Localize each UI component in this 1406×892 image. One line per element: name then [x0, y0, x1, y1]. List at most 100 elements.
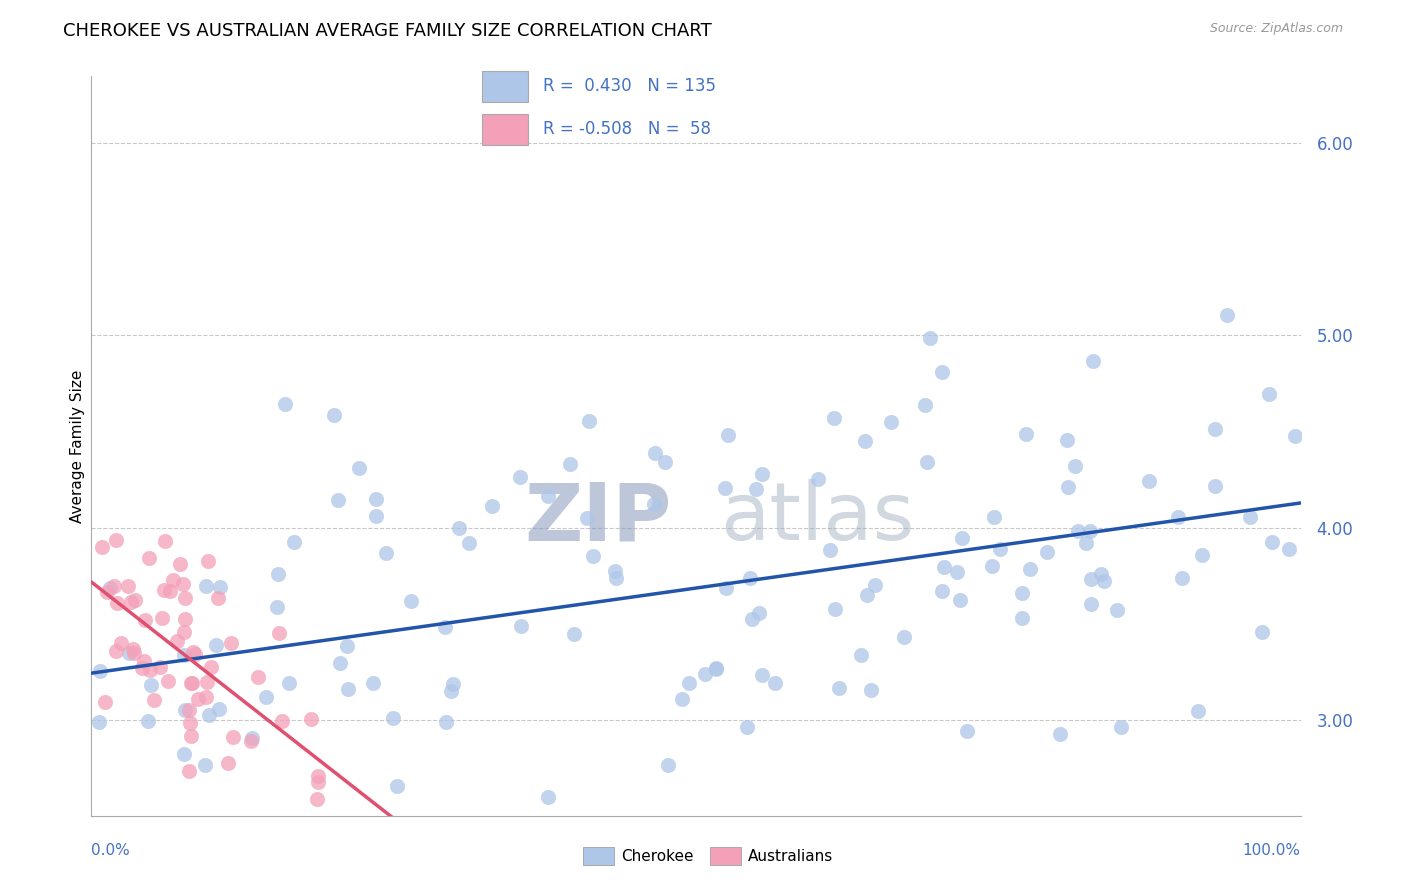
Point	[735, 720, 758, 734]
Point	[307, 774, 329, 789]
Bar	[482, 114, 529, 145]
Point	[375, 546, 398, 560]
Point	[326, 493, 349, 508]
Point	[120, 595, 142, 609]
Point	[105, 533, 128, 548]
Point	[270, 714, 292, 729]
Point	[1036, 545, 1059, 559]
Point	[361, 676, 384, 690]
Point	[714, 581, 737, 595]
Point	[605, 571, 627, 585]
Point	[855, 434, 877, 448]
Point	[157, 673, 180, 688]
Point	[239, 733, 262, 747]
Point	[946, 565, 969, 579]
Point	[1216, 309, 1239, 323]
Point	[823, 411, 845, 425]
Point	[827, 681, 849, 695]
Point	[1011, 611, 1033, 625]
Point	[648, 855, 671, 870]
Point	[122, 647, 145, 661]
Point	[173, 747, 195, 761]
Point	[194, 757, 217, 772]
Point	[381, 710, 404, 724]
Point	[1204, 479, 1226, 493]
Point	[117, 579, 139, 593]
Point	[1261, 534, 1284, 549]
Point	[153, 534, 176, 549]
Point	[564, 627, 586, 641]
Point	[187, 692, 209, 706]
Point	[110, 636, 132, 650]
Point	[582, 549, 605, 563]
Point	[389, 831, 412, 846]
Point	[956, 724, 979, 739]
Point	[349, 460, 371, 475]
Point	[949, 593, 972, 607]
Point	[693, 667, 716, 681]
Point	[748, 606, 770, 620]
Point	[1187, 704, 1209, 718]
Text: atlas: atlas	[720, 479, 914, 558]
Point	[1014, 427, 1036, 442]
Point	[142, 692, 165, 706]
Point	[336, 681, 359, 696]
Point	[434, 714, 457, 729]
Point	[269, 626, 291, 640]
Point	[89, 664, 111, 678]
Point	[671, 692, 693, 706]
Point	[1080, 572, 1102, 586]
Text: ZIP: ZIP	[524, 479, 672, 558]
Text: R =  0.430   N = 135: R = 0.430 N = 135	[543, 78, 716, 95]
Point	[934, 560, 956, 574]
Point	[880, 416, 903, 430]
Point	[274, 396, 297, 410]
Point	[849, 648, 872, 663]
Point	[807, 472, 830, 486]
Point	[678, 675, 700, 690]
Point	[169, 557, 191, 571]
Point	[920, 331, 942, 345]
Point	[254, 690, 277, 704]
Point	[1239, 510, 1261, 524]
Point	[103, 580, 125, 594]
Point	[197, 554, 219, 568]
Point	[172, 577, 194, 591]
Point	[336, 639, 359, 653]
Point	[1090, 566, 1112, 581]
Point	[744, 483, 766, 497]
Point	[914, 398, 936, 412]
Text: 100.0%: 100.0%	[1243, 843, 1301, 858]
Point	[576, 511, 599, 525]
Point	[433, 620, 456, 634]
Point	[1109, 720, 1132, 734]
Point	[105, 644, 128, 658]
Point	[195, 674, 218, 689]
Point	[1191, 548, 1213, 562]
Point	[714, 482, 737, 496]
Point	[1078, 524, 1101, 538]
Point	[1067, 524, 1090, 539]
Point	[299, 712, 322, 726]
Point	[644, 445, 666, 459]
Point	[184, 647, 207, 661]
Point	[1080, 597, 1102, 611]
Point	[1081, 354, 1104, 368]
Point	[221, 730, 243, 744]
Point	[1063, 458, 1085, 473]
Point	[200, 660, 222, 674]
Point	[139, 664, 162, 678]
Point	[1049, 727, 1071, 741]
Text: 0.0%: 0.0%	[91, 843, 131, 858]
Point	[94, 695, 117, 709]
Point	[364, 492, 387, 507]
Point	[183, 645, 205, 659]
Point	[856, 588, 879, 602]
Point	[440, 684, 463, 698]
Point	[654, 455, 676, 469]
Point	[181, 675, 204, 690]
Point	[952, 531, 974, 545]
Point	[931, 584, 953, 599]
Point	[139, 678, 162, 692]
Point	[364, 508, 387, 523]
